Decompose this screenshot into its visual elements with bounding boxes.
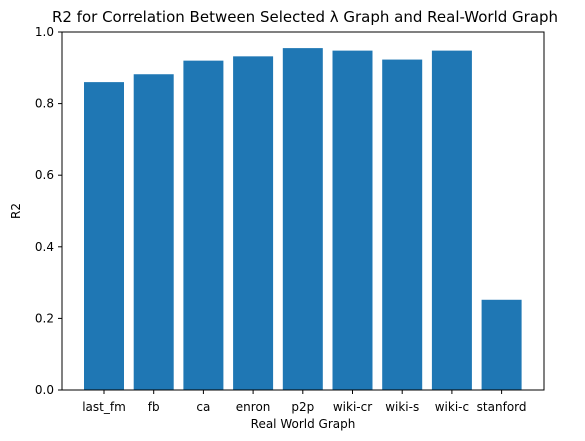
x-tick-label: wiki-cr [333, 400, 372, 414]
bar-wiki-s [382, 59, 423, 390]
x-tick-label: p2p [291, 400, 314, 414]
x-tick-label: wiki-s [385, 400, 419, 414]
bar-wiki-c [431, 50, 472, 391]
bar-ca [183, 60, 224, 390]
x-tick-label: fb [148, 400, 160, 414]
x-tick-label: stanford [477, 400, 527, 414]
y-tick-label: 0.6 [35, 168, 54, 182]
y-ticks-group: 0.0 0.2 0.4 0.6 0.8 1.0 [35, 25, 62, 397]
x-axis-label: Real World Graph [251, 417, 356, 431]
plot-frame [61, 31, 545, 391]
y-tick-label: 0.4 [35, 240, 54, 254]
y-tick-label: 0.2 [35, 311, 54, 325]
x-tick-label: last_fm [82, 400, 126, 414]
x-tick-label: ca [196, 400, 210, 414]
bar-fb [133, 74, 174, 391]
bars-group [84, 48, 522, 391]
y-tick-label: 0.8 [35, 97, 54, 111]
bar-wiki-cr [332, 50, 373, 391]
y-tick-label: 0.0 [35, 383, 54, 397]
bar-last_fm [84, 82, 124, 391]
y-axis-label: R2 [9, 203, 23, 219]
chart-title: R2 for Correlation Between Selected λ Gr… [52, 8, 558, 26]
y-tick-label: 1.0 [35, 25, 54, 39]
x-tick-label: enron [236, 400, 271, 414]
x-ticks-group: last_fm fb ca enron p2p wiki-cr wiki-s wiki-c st… [82, 390, 527, 414]
bar-enron [233, 56, 274, 391]
bar-stanford [481, 299, 522, 390]
bar-p2p [282, 48, 323, 391]
x-tick-label: wiki-c [435, 400, 469, 414]
